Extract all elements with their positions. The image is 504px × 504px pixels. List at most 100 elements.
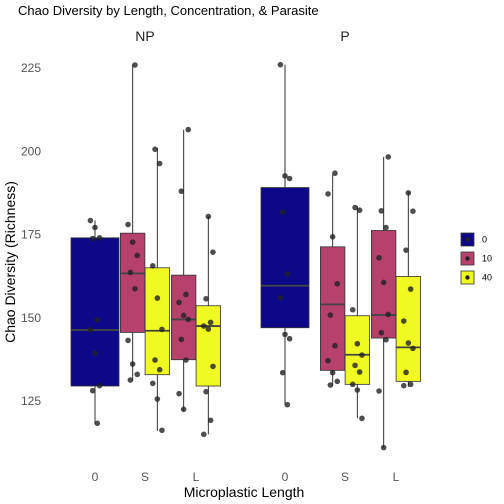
point-p-l-40-9: [400, 382, 407, 389]
legend-label-10: 10: [482, 254, 492, 264]
point-p-s-40-1: [356, 207, 363, 213]
point-p-s-10-9: [327, 382, 334, 388]
point-p-s-40-6: [356, 369, 363, 375]
point-p-l-10-2: [383, 224, 389, 231]
point-p-0-0-4: [284, 270, 291, 277]
point-np-s-40-5: [152, 357, 158, 363]
legend-dot-0: [465, 237, 470, 242]
box-p-s-40: [344, 315, 371, 385]
point-np-0-0-4: [94, 316, 101, 323]
point-p-s-40-2: [349, 306, 356, 313]
point-np-l-10-2: [183, 291, 189, 298]
point-p-0-0-7: [286, 335, 293, 342]
point-p-s-10-1: [325, 191, 331, 197]
legend-label-0: 0: [482, 235, 487, 245]
point-p-s-40-5: [352, 362, 358, 369]
x-tick-label-np-s: S: [141, 470, 149, 484]
box-np-0-0: [70, 237, 120, 387]
point-np-l-40-4: [200, 323, 207, 329]
point-np-0-0-1: [92, 224, 98, 231]
point-np-l-40-2: [203, 295, 209, 302]
point-p-0-0-0: [277, 61, 284, 68]
point-np-0-0-7: [96, 382, 103, 389]
point-p-l-40-2: [403, 247, 409, 253]
point-p-s-10-3: [334, 280, 341, 287]
point-np-0-0-5: [87, 327, 94, 333]
point-p-l-10-0: [385, 154, 392, 160]
point-np-s-40-0: [152, 146, 158, 153]
point-p-s-40-4: [359, 352, 365, 358]
box-np-l-40: [195, 305, 222, 387]
point-np-s-10-3: [134, 252, 141, 259]
point-p-l-10-7: [383, 336, 389, 343]
point-np-s-40-1: [156, 160, 163, 167]
x-tick-label-p-l: L: [393, 470, 400, 484]
point-p-l-40-5: [405, 340, 412, 346]
point-p-l-40-8: [407, 381, 414, 388]
data-points: [87, 61, 416, 451]
point-p-s-10-5: [332, 342, 338, 349]
point-p-l-10-4: [380, 279, 387, 286]
point-p-l-40-1: [410, 208, 416, 214]
legend-dot-40: [465, 275, 470, 280]
point-np-l-10-1: [178, 188, 185, 195]
point-np-0-0-3: [89, 235, 96, 242]
point-p-s-10-8: [334, 378, 341, 385]
point-np-0-0-2: [96, 235, 103, 241]
point-np-s-40-7: [149, 380, 156, 387]
chart-title: Chao Diversity by Length, Concentration,…: [18, 3, 319, 18]
point-p-0-0-5: [277, 294, 284, 301]
point-np-s-10-5: [132, 285, 138, 292]
point-np-0-0-6: [92, 350, 98, 356]
box-p-s-10: [319, 246, 346, 371]
point-np-l-40-1: [210, 249, 216, 255]
point-np-l-40-6: [210, 363, 216, 370]
point-np-l-40-5: [205, 326, 212, 332]
x-tick-label-p-0: 0: [282, 470, 289, 484]
point-p-s-40-3: [354, 340, 361, 347]
point-np-l-10-4: [180, 312, 187, 319]
x-tick-label-np-l: L: [193, 470, 200, 484]
point-np-s-10-2: [129, 239, 136, 245]
facet-label-np: NP: [135, 28, 154, 44]
point-np-l-40-3: [207, 319, 214, 326]
point-p-s-10-0: [332, 170, 338, 177]
point-np-l-10-9: [180, 406, 187, 413]
point-np-s-10-6: [125, 337, 131, 344]
point-p-0-0-1: [282, 173, 288, 179]
point-p-s-40-7: [349, 381, 356, 388]
point-np-l-40-7: [203, 388, 209, 395]
point-np-l-10-6: [178, 336, 185, 343]
point-np-s-10-1: [125, 221, 131, 228]
point-p-0-0-6: [282, 331, 288, 338]
point-np-l-10-8: [176, 390, 182, 397]
legend-label-40: 40: [482, 273, 492, 283]
facet-label-p: P: [340, 28, 349, 44]
point-p-0-0-2: [286, 175, 293, 182]
point-np-s-40-8: [154, 396, 161, 402]
point-p-s-10-6: [325, 357, 331, 364]
box-np-s-40: [144, 267, 171, 376]
point-p-l-40-3: [407, 286, 414, 292]
legend: 0 10 40: [460, 232, 492, 285]
y-axis-ticks: 125 150 175 200 225: [21, 61, 41, 408]
point-np-0-0-0: [87, 217, 94, 224]
point-np-s-10-7: [129, 361, 136, 367]
point-p-s-10-2: [329, 234, 336, 240]
y-tick-label-200: 200: [21, 144, 41, 158]
x-tick-label-np-0: 0: [92, 470, 99, 484]
point-p-0-0-3: [279, 209, 286, 215]
point-p-s-10-4: [327, 312, 334, 318]
point-p-l-40-6: [410, 345, 416, 352]
point-p-s-10-7: [329, 369, 336, 376]
box-plots: [70, 64, 422, 448]
y-tick-label-225: 225: [21, 61, 41, 75]
point-np-l-10-7: [183, 357, 189, 363]
point-np-s-40-6: [156, 366, 163, 373]
point-p-l-10-8: [376, 388, 382, 394]
point-np-l-40-9: [200, 431, 207, 438]
point-p-l-10-1: [378, 208, 385, 214]
point-np-0-0-9: [94, 420, 101, 427]
point-np-l-40-8: [207, 417, 214, 424]
